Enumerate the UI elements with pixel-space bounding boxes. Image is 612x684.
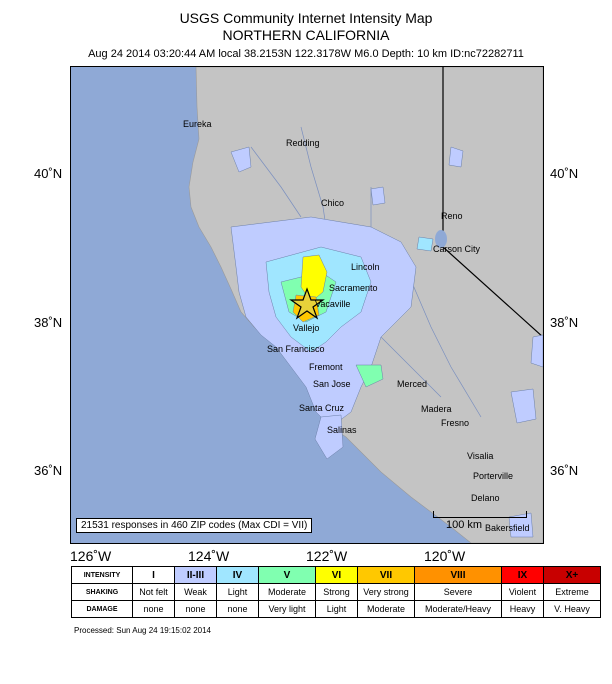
region-title: NORTHERN CALIFORNIA bbox=[222, 27, 390, 43]
city-label: Lincoln bbox=[351, 262, 380, 272]
city-label: Vallejo bbox=[293, 323, 319, 333]
shaking-cell: Very strong bbox=[357, 583, 415, 601]
legend-row-header: SHAKING bbox=[71, 583, 133, 601]
damage-cell: none bbox=[174, 600, 217, 618]
city-label: Santa Cruz bbox=[299, 403, 345, 413]
city-label: Visalia bbox=[467, 451, 493, 461]
legend-damage-row: DAMAGE none none none Very light Light M… bbox=[71, 600, 601, 618]
city-label: Sacramento bbox=[329, 283, 378, 293]
city-label: Merced bbox=[397, 379, 427, 389]
shaking-cell: Violent bbox=[501, 583, 544, 601]
intensity-cell: II-III bbox=[174, 566, 217, 584]
epicenter-star bbox=[289, 287, 325, 320]
city-label: Madera bbox=[421, 404, 452, 414]
damage-cell: Moderate/Heavy bbox=[414, 600, 502, 618]
lon-label: 120˚W bbox=[424, 548, 466, 564]
shaking-cell: Light bbox=[216, 583, 259, 601]
city-label: Vacaville bbox=[315, 299, 350, 309]
damage-cell: V. Heavy bbox=[543, 600, 601, 618]
intensity-cell: I bbox=[132, 566, 175, 584]
lat-label-right: 38˚N bbox=[550, 315, 579, 330]
lake bbox=[435, 230, 447, 248]
damage-cell: Light bbox=[315, 600, 358, 618]
intensity-cell: VII bbox=[357, 566, 415, 584]
damage-cell: Moderate bbox=[357, 600, 415, 618]
damage-cell: none bbox=[132, 600, 175, 618]
intensity-cell: IV bbox=[216, 566, 259, 584]
scale-label: 100 km bbox=[446, 519, 483, 531]
city-label: San Jose bbox=[313, 379, 351, 389]
damage-cell: none bbox=[216, 600, 259, 618]
shaking-cell: Moderate bbox=[258, 583, 316, 601]
city-labels: Eureka Redding Chico Reno Carson City Li… bbox=[183, 119, 530, 533]
shaking-cell: Severe bbox=[414, 583, 502, 601]
legend-intensity-row: INTENSITY I II-III IV V VI VII VIII IX X… bbox=[71, 566, 601, 584]
legend-row-header: DAMAGE bbox=[71, 600, 133, 618]
city-label: Carson City bbox=[433, 244, 481, 254]
city-label: Eureka bbox=[183, 119, 212, 129]
city-label: Chico bbox=[321, 198, 344, 208]
responses-summary: 21531 responses in 460 ZIP codes (Max CD… bbox=[76, 518, 313, 533]
intensity-cell: X+ bbox=[543, 566, 601, 584]
damage-cell: Very light bbox=[258, 600, 316, 618]
city-label: Salinas bbox=[327, 425, 357, 435]
lat-label-left: 38˚N bbox=[34, 315, 63, 330]
city-label: Reno bbox=[441, 211, 463, 221]
intensity-cell: VI bbox=[315, 566, 358, 584]
intensity-legend: INTENSITY I II-III IV V VI VII VIII IX X… bbox=[71, 566, 601, 618]
event-info: Aug 24 2014 03:20:44 AM local 38.2153N 1… bbox=[88, 48, 524, 60]
city-label: Redding bbox=[286, 138, 320, 148]
intensity-cell: IX bbox=[501, 566, 544, 584]
damage-cell: Heavy bbox=[501, 600, 544, 618]
shaking-cell: Strong bbox=[315, 583, 358, 601]
intensity-map[interactable]: Eureka Redding Chico Reno Carson City Li… bbox=[70, 66, 544, 544]
processed-timestamp: Processed: Sun Aug 24 19:15:02 2014 bbox=[74, 626, 211, 635]
city-label: Bakersfield bbox=[485, 523, 530, 533]
shaking-cell: Not felt bbox=[132, 583, 175, 601]
city-label: Fremont bbox=[309, 362, 343, 372]
intensity-cell: VIII bbox=[414, 566, 502, 584]
lat-label-left: 36˚N bbox=[34, 463, 63, 478]
city-label: Fresno bbox=[441, 418, 469, 428]
shaking-cell: Weak bbox=[174, 583, 217, 601]
scale-bar bbox=[433, 511, 527, 518]
city-label: Porterville bbox=[473, 471, 513, 481]
city-label: San Francisco bbox=[267, 344, 325, 354]
lon-label: 124˚W bbox=[188, 548, 230, 564]
map-title: USGS Community Internet Intensity Map bbox=[179, 10, 433, 26]
map-canvas: Eureka Redding Chico Reno Carson City Li… bbox=[183, 67, 543, 543]
lon-label: 122˚W bbox=[306, 548, 348, 564]
lon-label: 126˚W bbox=[70, 548, 112, 564]
lat-label-left: 40˚N bbox=[34, 166, 63, 181]
lat-label-right: 40˚N bbox=[550, 166, 579, 181]
city-label: Delano bbox=[471, 493, 500, 503]
lat-label-right: 36˚N bbox=[550, 463, 579, 478]
legend-row-header: INTENSITY bbox=[71, 566, 133, 584]
legend-shaking-row: SHAKING Not felt Weak Light Moderate Str… bbox=[71, 583, 601, 601]
shaking-cell: Extreme bbox=[543, 583, 601, 601]
intensity-cell: V bbox=[258, 566, 316, 584]
